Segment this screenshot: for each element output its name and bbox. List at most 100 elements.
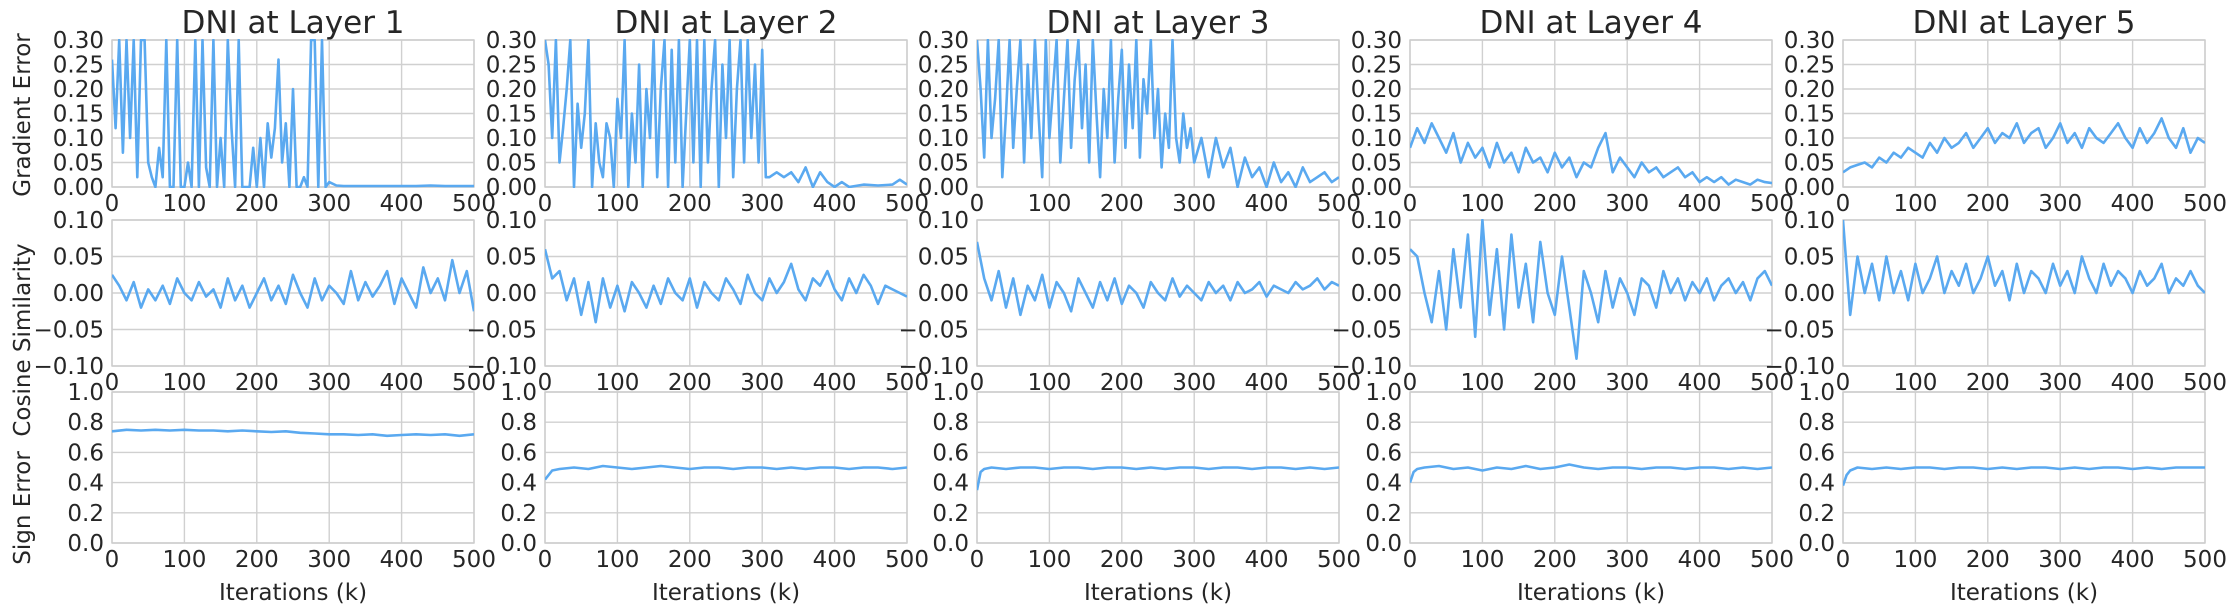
y-tick-label: 1.0 (67, 380, 104, 406)
y-tick-label: 0.00 (53, 175, 104, 201)
x-axis-label: Iterations (k) (1517, 580, 1665, 606)
y-tick-label: 0.25 (1351, 53, 1402, 79)
x-tick-label: 300 (307, 547, 351, 573)
x-tick-label: 400 (2111, 191, 2155, 217)
x-tick-label: 200 (1100, 547, 1144, 573)
x-tick-label: 500 (2183, 547, 2227, 573)
y-tick-label: 0.4 (500, 471, 537, 497)
y-tick-label: 0.05 (486, 245, 537, 271)
y-tick-label: 0.00 (53, 281, 104, 307)
x-tick-label: 300 (2038, 547, 2082, 573)
y-tick-label: 1.0 (1798, 380, 1835, 406)
y-tick-label: 0.20 (918, 77, 969, 103)
x-tick-label: 400 (380, 191, 424, 217)
plot-frame (111, 39, 475, 188)
series-line (1410, 219, 1772, 360)
y-tick-label: 0.05 (53, 151, 104, 177)
y-tick-label: 0.00 (1351, 175, 1402, 201)
y-tick-label: 0.25 (1784, 53, 1835, 79)
y-tick-label: 0.00 (1784, 281, 1835, 307)
y-tick-label: 0.10 (918, 126, 969, 152)
panel-r0-c1: 0.000.050.100.150.200.250.30 0 100 200 300 40… (486, 5, 929, 217)
y-tick-label: 0.10 (1784, 126, 1835, 152)
panel-r2-c0: 0.0 0.2 0.4 0.6 0.8 1.0 0 100 200 300 400 500 Iterat… (67, 380, 496, 606)
y-tick-label: 1.0 (500, 380, 537, 406)
plot-frame (111, 219, 475, 367)
y-tick-label: 0.10 (918, 208, 969, 234)
x-tick-label: 0 (105, 370, 120, 396)
y-tick-label: 0.10 (53, 126, 104, 152)
panel-r2-c4: 0.0 0.2 0.4 0.6 0.8 1.0 0 100 200 300 400 500 Iterat… (1798, 380, 2227, 606)
x-tick-label: 200 (1966, 191, 2010, 217)
y-tick-label: 0.6 (500, 440, 537, 466)
y-tick-label: 0.05 (1784, 245, 1835, 271)
x-tick-label: 500 (1750, 191, 1794, 217)
y-tick-label: −0.10 (1332, 354, 1402, 380)
x-tick-label: 200 (235, 547, 279, 573)
y-tick-label: 0.05 (1351, 151, 1402, 177)
series-line (112, 39, 474, 188)
y-tick-label: 0.25 (918, 53, 969, 79)
y-tick-label: 0.10 (1351, 126, 1402, 152)
x-tick-label: 0 (1403, 370, 1418, 396)
y-tick-label: 0.6 (67, 440, 104, 466)
plot-frame (1842, 39, 2206, 188)
x-tick-label: 100 (595, 191, 639, 217)
x-tick-label: 200 (1100, 191, 1144, 217)
x-tick-label: 100 (162, 547, 206, 573)
x-tick-label: 400 (1678, 191, 1722, 217)
panel-r0-c0: 0.000.050.100.150.200.250.30 0 100 200 300 40… (53, 5, 496, 217)
panel-r2-c2: 0.0 0.2 0.4 0.6 0.8 1.0 0 100 200 300 400 500 Iterat… (932, 380, 1361, 606)
x-tick-label: 0 (538, 191, 553, 217)
y-tick-label: 0.30 (918, 28, 969, 54)
y-tick-label: 0.10 (486, 208, 537, 234)
x-tick-label: 500 (1317, 547, 1361, 573)
x-tick-label: 300 (2038, 191, 2082, 217)
series-line (1843, 117, 2205, 174)
x-tick-label: 300 (307, 191, 351, 217)
x-tick-label: 100 (1893, 547, 1937, 573)
x-tick-label: 500 (452, 547, 496, 573)
y-tick-label: 0.30 (1351, 28, 1402, 54)
series-line (545, 464, 907, 481)
x-tick-label: 500 (2183, 191, 2227, 217)
y-tick-label: 0.6 (932, 440, 969, 466)
x-tick-label: 100 (1027, 547, 1071, 573)
x-tick-label: 500 (452, 191, 496, 217)
panel-r0-c4-grid (1842, 39, 2206, 188)
y-tick-label: 0.00 (486, 281, 537, 307)
y-tick-label: 0.2 (1798, 501, 1835, 527)
x-axis-label: Iterations (k) (1084, 580, 1232, 606)
plot-frame (1409, 219, 1773, 367)
x-tick-label: 0 (970, 370, 985, 396)
panel-r1-c3: −0.10−0.050.000.050.100 100 200 300 400 500 (1332, 208, 1794, 396)
panel-r1-c2: −0.10−0.050.000.050.100 100 200 300 400 500 (899, 208, 1361, 396)
x-tick-label: 0 (1836, 547, 1851, 573)
y-tick-label: 0.25 (53, 53, 104, 79)
y-tick-label: 0.10 (53, 208, 104, 234)
x-tick-label: 200 (1966, 547, 2010, 573)
panel-r1-c1: −0.10−0.050.000.050.100 100 200 300 400 500 (467, 208, 929, 396)
x-tick-label: 0 (970, 547, 985, 573)
y-tick-label: 0.05 (918, 151, 969, 177)
y-tick-label: 0.05 (918, 245, 969, 271)
x-tick-label: 0 (538, 547, 553, 573)
y-tick-label: −0.05 (1332, 318, 1402, 344)
x-tick-label: 200 (668, 191, 712, 217)
y-tick-label: −0.10 (34, 354, 104, 380)
x-tick-label: 400 (1245, 547, 1289, 573)
y-tick-label: −0.05 (467, 318, 537, 344)
x-tick-label: 400 (1678, 547, 1722, 573)
x-tick-label: 300 (1172, 191, 1216, 217)
y-tick-label: 0.0 (1798, 531, 1835, 557)
y-tick-label: 0.8 (932, 410, 969, 436)
panel-r0-c4: 0.000.050.100.150.200.250.30 0 100 200 300 40… (1784, 5, 2227, 217)
y-tick-label: 0.8 (500, 410, 537, 436)
y-tick-label: 0.6 (1798, 440, 1835, 466)
y-tick-label: 0.15 (53, 102, 104, 128)
x-tick-label: 0 (105, 191, 120, 217)
y-tick-label: −0.05 (34, 318, 104, 344)
y-tick-label: 0.0 (1365, 531, 1402, 557)
series-line (1410, 463, 1772, 484)
